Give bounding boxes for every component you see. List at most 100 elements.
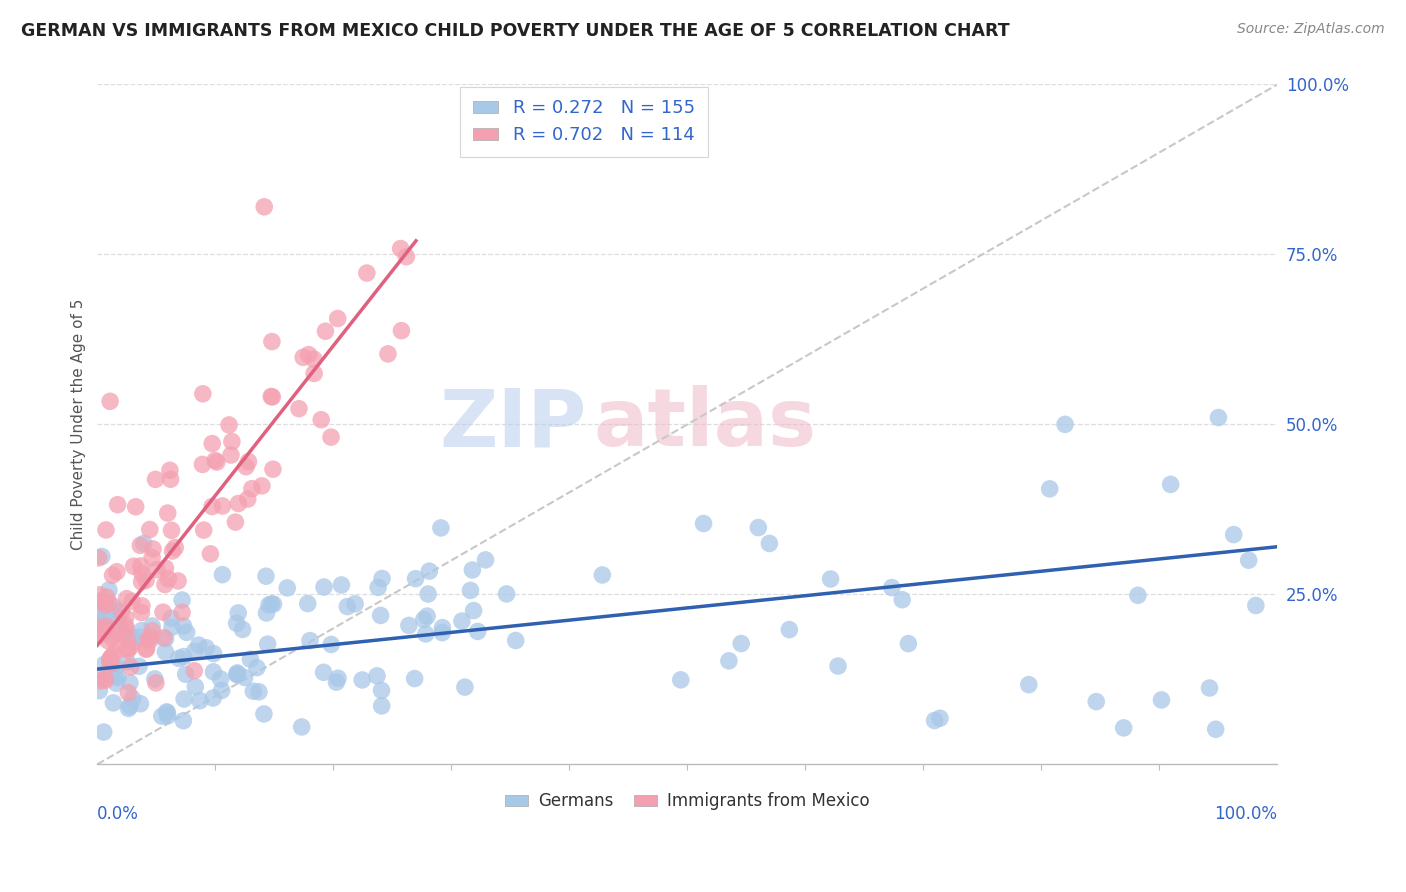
Point (291, 720, 314, 734)
Point (314, 324, 336, 338)
Point (90, 615, 112, 630)
Point (131, 574, 153, 589)
Point (152, 605, 174, 619)
Point (155, 561, 177, 575)
Point (183, 644, 205, 658)
Point (330, 578, 353, 592)
Point (226, 665, 249, 680)
Point (242, 684, 264, 698)
Point (1150, 693, 1173, 707)
Point (344, 597, 367, 611)
Point (201, 436, 224, 450)
Point (225, 616, 247, 631)
Point (155, 645, 177, 659)
Point (1205, 723, 1227, 737)
Point (298, 633, 321, 648)
Point (240, 482, 263, 496)
Point (460, 583, 482, 598)
Point (416, 609, 439, 624)
Point (156, 506, 179, 520)
Point (1018, 678, 1040, 692)
Point (117, 643, 139, 657)
Point (336, 599, 359, 614)
Point (124, 634, 146, 648)
Point (262, 390, 284, 404)
Point (167, 574, 190, 588)
Point (96, 590, 118, 604)
Point (924, 714, 946, 728)
Point (1244, 599, 1267, 613)
Point (221, 434, 243, 449)
Point (121, 594, 143, 608)
Point (145, 676, 167, 690)
Point (326, 311, 349, 326)
Point (404, 672, 426, 686)
Text: GERMAN VS IMMIGRANTS FROM MEXICO CHILD POVERTY UNDER THE AGE OF 5 CORRELATION CH: GERMAN VS IMMIGRANTS FROM MEXICO CHILD P… (21, 22, 1010, 40)
Point (94, 523, 117, 537)
Point (103, 622, 125, 636)
Point (463, 603, 485, 617)
Point (96, 607, 118, 622)
Point (298, 348, 321, 362)
Point (120, 660, 142, 674)
Point (730, 636, 752, 650)
Point (1237, 553, 1260, 567)
Point (256, 606, 278, 620)
Point (200, 547, 222, 561)
Point (108, 638, 131, 652)
Point (141, 619, 163, 633)
Point (778, 623, 800, 637)
Point (418, 564, 440, 578)
Point (93, 666, 115, 681)
Point (176, 625, 198, 640)
Text: Source: ZipAtlas.com: Source: ZipAtlas.com (1237, 22, 1385, 37)
Point (1160, 477, 1182, 491)
Point (139, 630, 162, 644)
Point (257, 598, 280, 612)
Point (114, 619, 136, 633)
Point (224, 515, 246, 529)
Point (131, 624, 153, 638)
Point (101, 631, 124, 645)
Point (474, 553, 496, 567)
Point (415, 627, 437, 641)
Point (432, 621, 454, 635)
Point (114, 610, 136, 624)
Point (89, 683, 111, 698)
Point (184, 680, 207, 694)
Point (160, 620, 183, 634)
Text: 0.0%: 0.0% (97, 805, 139, 823)
Point (827, 659, 849, 673)
Point (103, 599, 125, 614)
Point (276, 581, 298, 595)
Point (1112, 721, 1135, 735)
Point (1208, 410, 1230, 425)
Point (101, 568, 124, 582)
Point (105, 676, 128, 690)
Point (94, 673, 117, 688)
Point (98, 652, 121, 666)
Point (160, 611, 183, 625)
Point (170, 606, 193, 620)
Point (141, 550, 163, 565)
Point (880, 581, 903, 595)
Point (253, 706, 276, 721)
Point (121, 630, 143, 644)
Point (121, 632, 143, 646)
Point (430, 521, 453, 535)
Point (454, 680, 477, 694)
Point (256, 637, 278, 651)
Point (159, 463, 181, 477)
Point (1039, 482, 1062, 496)
Point (139, 523, 162, 537)
Point (228, 496, 250, 510)
Point (155, 632, 177, 646)
Point (211, 567, 233, 582)
Point (692, 516, 714, 531)
Point (89, 588, 111, 602)
Point (188, 693, 211, 707)
Point (391, 324, 413, 338)
Point (247, 685, 270, 699)
Point (312, 580, 335, 594)
Point (187, 638, 209, 652)
